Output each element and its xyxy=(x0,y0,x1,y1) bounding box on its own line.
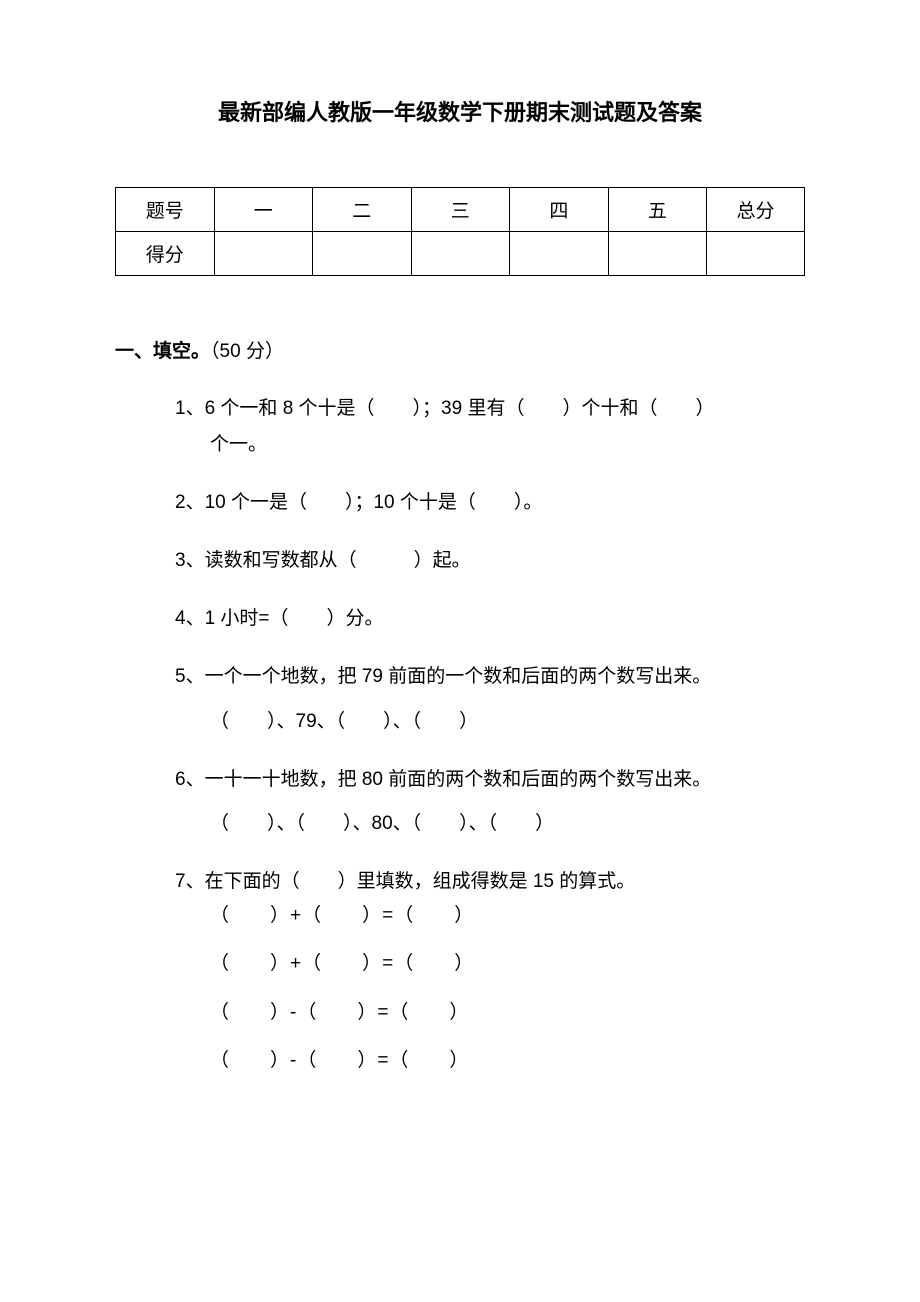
question-list: 1、6 个一和 8 个十是（ ）；39 里有（ ）个十和（ ） 个一。 2、10… xyxy=(115,391,805,1077)
score-cell xyxy=(411,232,510,276)
score-cell xyxy=(214,232,313,276)
question-number: 7、 xyxy=(175,871,205,892)
question-6: 6、一十一十地数，把 80 前面的两个数和后面的两个数写出来。 （ ）、（ ）、… xyxy=(175,762,805,842)
header-cell: 二 xyxy=(313,188,412,232)
question-3: 3、读数和写数都从（ ）起。 xyxy=(175,543,805,579)
question-text: 6 个一和 8 个十是（ ）；39 里有（ ）个十和（ ） xyxy=(205,398,715,419)
question-4: 4、1 小时=（ ）分。 xyxy=(175,601,805,637)
equation-line: （ ）+（ ）=（ ） xyxy=(210,900,805,932)
header-cell: 三 xyxy=(411,188,510,232)
header-cell: 四 xyxy=(510,188,609,232)
header-cell: 五 xyxy=(608,188,707,232)
question-5: 5、一个一个地数，把 79 前面的一个数和后面的两个数写出来。 （ ）、79、（… xyxy=(175,659,805,739)
section-points: （50 分） xyxy=(210,341,284,362)
header-cell: 一 xyxy=(214,188,313,232)
score-table: 题号 一 二 三 四 五 总分 得分 xyxy=(115,187,805,276)
question-number: 3、 xyxy=(175,550,205,571)
question-7: 7、在下面的（ ）里填数，组成得数是 15 的算式。 （ ）+（ ）=（ ） （… xyxy=(175,864,805,1077)
question-number: 5、 xyxy=(175,666,205,687)
question-answer-blanks: （ ）、（ ）、80、（ ）、（ ） xyxy=(175,806,805,842)
score-cell xyxy=(608,232,707,276)
question-2: 2、10 个一是（ ）；10 个十是（ ）。 xyxy=(175,485,805,521)
question-text: 在下面的（ ）里填数，组成得数是 15 的算式。 xyxy=(205,871,636,892)
question-text: 一十一十地数，把 80 前面的两个数和后面的两个数写出来。 xyxy=(205,769,712,790)
question-text: 1 小时=（ ）分。 xyxy=(205,608,384,629)
equation-line: （ ）-（ ）=（ ） xyxy=(210,1045,805,1077)
section-1-header: 一、填空。（50 分） xyxy=(115,336,805,363)
table-score-row: 得分 xyxy=(116,232,805,276)
equation-line: （ ）-（ ）=（ ） xyxy=(210,997,805,1029)
score-cell xyxy=(510,232,609,276)
header-cell: 题号 xyxy=(116,188,215,232)
question-answer-blanks: （ ）、79、（ ）、（ ） xyxy=(175,704,805,740)
question-number: 6、 xyxy=(175,769,205,790)
section-number: 一、 xyxy=(115,341,153,362)
question-text: 10 个一是（ ）；10 个十是（ ）。 xyxy=(205,492,543,513)
row-label-cell: 得分 xyxy=(116,232,215,276)
question-number: 4、 xyxy=(175,608,205,629)
question-number: 2、 xyxy=(175,492,205,513)
question-text-continued: 个一。 xyxy=(175,427,805,463)
equation-line: （ ）+（ ）=（ ） xyxy=(210,948,805,980)
document-title: 最新部编人教版一年级数学下册期末测试题及答案 xyxy=(115,95,805,127)
question-text: 读数和写数都从（ ）起。 xyxy=(205,550,471,571)
section-heading: 填空。 xyxy=(153,341,210,362)
equation-group: （ ）+（ ）=（ ） （ ）+（ ）=（ ） （ ）-（ ）=（ ） （ ）-… xyxy=(175,900,805,1077)
table-header-row: 题号 一 二 三 四 五 总分 xyxy=(116,188,805,232)
score-cell xyxy=(313,232,412,276)
question-text: 一个一个地数，把 79 前面的一个数和后面的两个数写出来。 xyxy=(205,666,712,687)
header-cell: 总分 xyxy=(707,188,805,232)
score-cell xyxy=(707,232,805,276)
question-number: 1、 xyxy=(175,398,205,419)
question-1: 1、6 个一和 8 个十是（ ）；39 里有（ ）个十和（ ） 个一。 xyxy=(175,391,805,463)
